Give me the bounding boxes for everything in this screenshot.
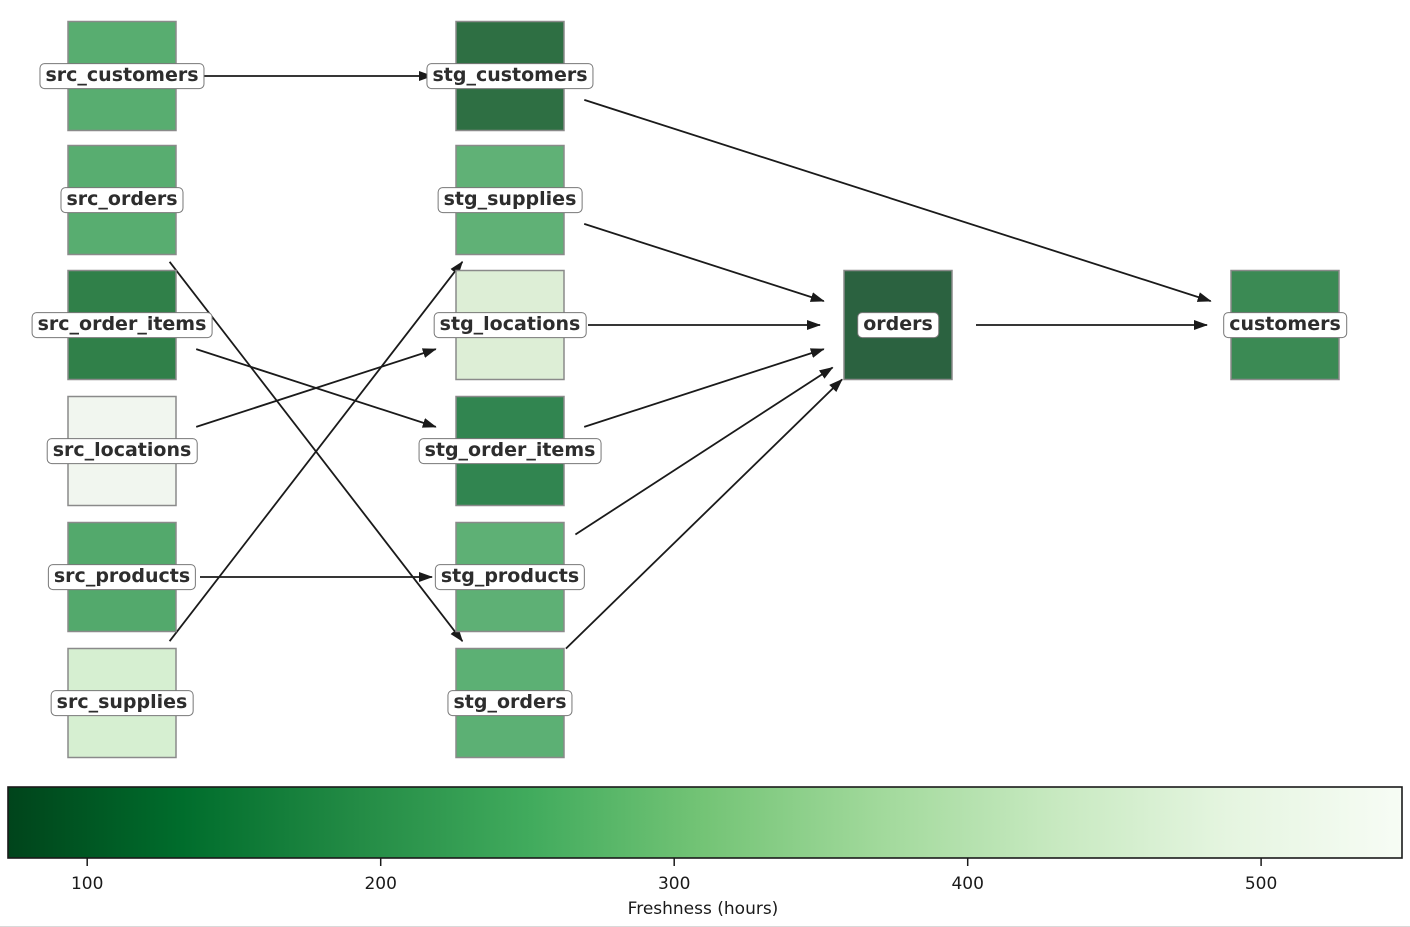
node-src_orders	[67, 144, 177, 256]
node-src_supplies	[67, 647, 177, 759]
edge-src_locations-to-stg_locations	[195, 348, 437, 428]
edge-stg_customers-to-customers	[584, 99, 1212, 302]
colorbar-gradient-bar	[7, 786, 1403, 859]
node-stg_order_items	[455, 395, 565, 507]
colorbar-tick-label-500: 500	[1245, 874, 1277, 894]
node-src_order_items	[67, 269, 177, 381]
node-stg_customers	[455, 20, 565, 132]
colorbar-ticks: 100 200 300 400 500	[71, 858, 1277, 894]
colorbar-tick-label-100: 100	[71, 874, 103, 894]
node-stg_orders	[455, 647, 565, 759]
colorbar-axis-label: Freshness (hours)	[628, 899, 779, 919]
colorbar-tick-label-400: 400	[951, 874, 983, 894]
node-stg_products	[455, 521, 565, 633]
edge-stg_products-to-orders	[574, 366, 834, 536]
edge-stg_orders-to-orders	[565, 378, 843, 650]
node-src_products	[67, 521, 177, 633]
node-stg_supplies	[455, 144, 565, 256]
node-customers	[1230, 269, 1340, 381]
colorbar-tick-label-200: 200	[364, 874, 396, 894]
node-src_customers	[67, 20, 177, 132]
edges-layer	[168, 71, 1212, 650]
edge-stg_supplies-to-orders	[583, 223, 825, 302]
node-stg_locations	[455, 269, 565, 381]
node-src_locations	[67, 395, 177, 507]
colorbar: 100 200 300 400 500 Freshness (hours)	[7, 786, 1403, 919]
colorbar-tick-label-300: 300	[658, 874, 690, 894]
nodes-layer	[67, 20, 1340, 759]
edge-src_supplies-to-stg_supplies	[168, 261, 464, 642]
node-orders	[843, 269, 953, 381]
edge-stg_order_items-to-orders	[583, 348, 825, 428]
